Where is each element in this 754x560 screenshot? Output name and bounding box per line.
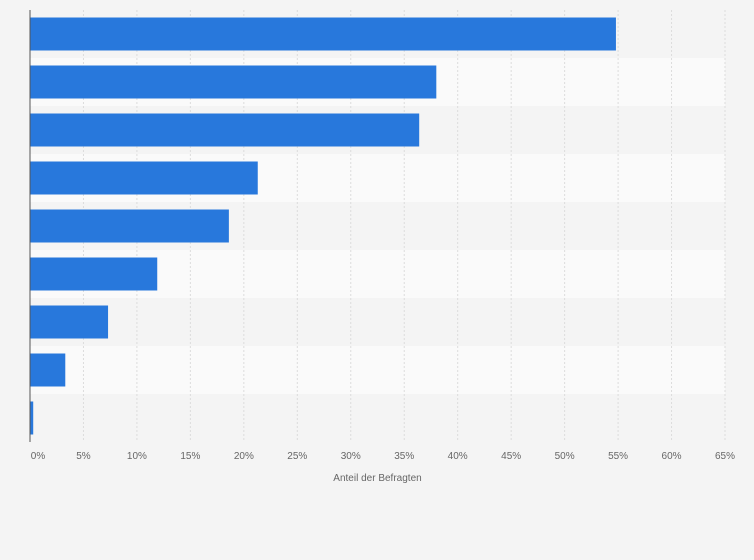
x-tick-label-15: 15% [180, 451, 200, 462]
x-tick-label-5: 5% [76, 451, 91, 462]
x-tick-label-50: 50% [555, 451, 575, 462]
x-tick-label-60: 60% [662, 451, 682, 462]
x-tick-label-25: 25% [287, 451, 307, 462]
row-band-7 [30, 298, 725, 346]
x-tick-labels: 0% 5% 10% 15% 20% 25% 30% 35% 40% 45% 50% 55% 60% 65% [31, 451, 735, 462]
bar-4 [30, 161, 258, 195]
bar-2 [30, 65, 437, 99]
row-band-8 [30, 346, 725, 394]
x-tick-label-0: 0% [31, 451, 46, 462]
bar-5 [30, 209, 229, 243]
x-tick-label-65: 65% [715, 451, 735, 462]
x-tick-label-55: 55% [608, 451, 628, 462]
bar-6 [30, 257, 158, 291]
bar-3 [30, 113, 420, 147]
bars [30, 17, 616, 435]
x-tick-label-40: 40% [448, 451, 468, 462]
x-tick-label-20: 20% [234, 451, 254, 462]
x-tick-label-10: 10% [127, 451, 147, 462]
x-tick-label-35: 35% [394, 451, 414, 462]
bar-1 [30, 17, 616, 51]
x-tick-label-30: 30% [341, 451, 361, 462]
bar-9 [30, 401, 34, 435]
x-tick-label-45: 45% [501, 451, 521, 462]
bar-8 [30, 353, 66, 387]
x-axis-title: Anteil der Befragten [333, 473, 421, 484]
row-band-9 [30, 394, 725, 442]
bar-7 [30, 305, 109, 339]
